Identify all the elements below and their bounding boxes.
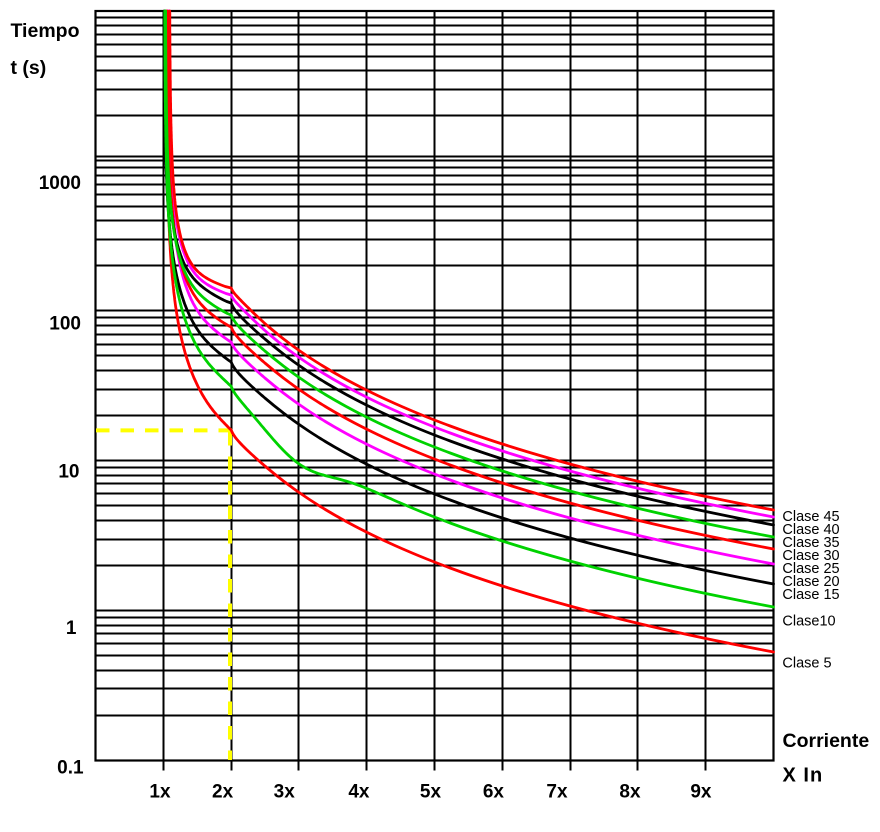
- svg-text:2x: 2x: [212, 782, 234, 803]
- svg-text:t (s): t (s): [11, 57, 47, 79]
- svg-text:0.1: 0.1: [57, 758, 84, 779]
- svg-text:Clase 20: Clase 20: [782, 574, 839, 590]
- svg-text:6x: 6x: [483, 782, 505, 803]
- svg-text:5x: 5x: [420, 782, 442, 803]
- svg-text:Clase 30: Clase 30: [782, 548, 839, 564]
- svg-text:100: 100: [49, 314, 81, 335]
- svg-text:9x: 9x: [690, 782, 712, 803]
- svg-text:Clase10: Clase10: [782, 614, 835, 630]
- svg-text:Clase 45: Clase 45: [782, 509, 839, 525]
- svg-text:8x: 8x: [619, 782, 641, 803]
- svg-text:Corriente: Corriente: [783, 730, 870, 752]
- svg-text:Clase 25: Clase 25: [782, 561, 839, 577]
- svg-text:10: 10: [58, 461, 79, 482]
- svg-text:Clase 35: Clase 35: [782, 535, 839, 551]
- svg-text:Clase 5: Clase 5: [782, 656, 831, 672]
- svg-text:1000: 1000: [39, 173, 81, 194]
- svg-text:4x: 4x: [348, 782, 370, 803]
- svg-text:Tiempo: Tiempo: [11, 20, 80, 42]
- svg-text:1x: 1x: [149, 782, 171, 803]
- svg-text:1: 1: [66, 618, 77, 639]
- svg-text:X In: X In: [783, 764, 824, 786]
- svg-text:7x: 7x: [546, 782, 568, 803]
- svg-text:Clase 40: Clase 40: [782, 522, 839, 538]
- svg-text:Clase 15: Clase 15: [782, 587, 839, 603]
- svg-text:3x: 3x: [274, 782, 296, 803]
